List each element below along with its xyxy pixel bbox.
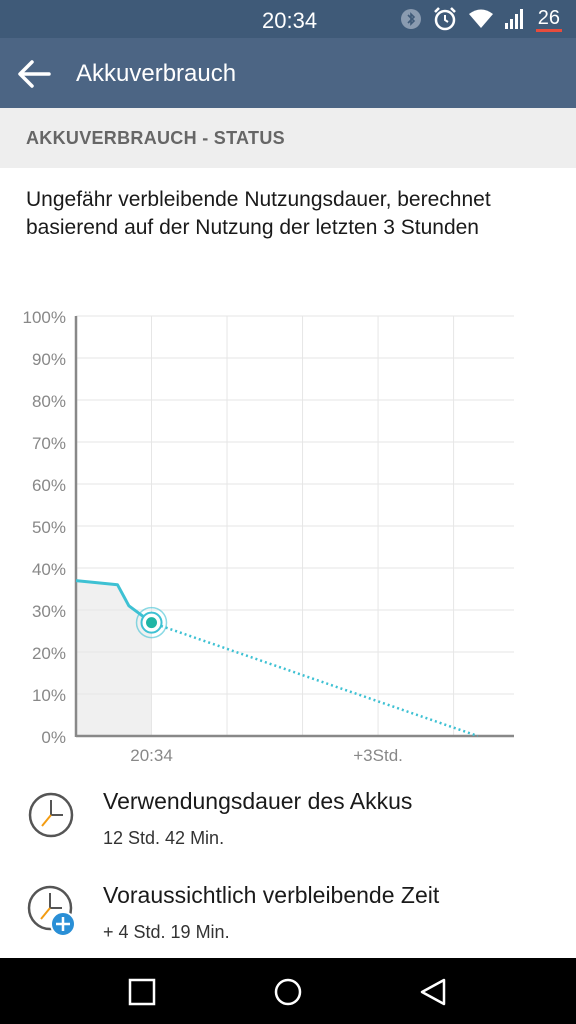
past-usage-area [76, 580, 152, 736]
battery-chart: 100% 90% 80% 70% 60% 50% 40% 30% 20% 10% 0% 20:34 +3… [0, 300, 576, 770]
arrow-left-icon [18, 60, 51, 88]
back-nav-button[interactable] [415, 974, 451, 1010]
app-bar: Akkuverbrauch [0, 38, 576, 108]
section-header: AKKUVERBRAUCH - STATUS [0, 108, 576, 168]
triangle-back-icon [420, 978, 446, 1006]
y-tick-label: 0% [41, 728, 66, 747]
x-tick-label: +3Std. [353, 746, 403, 765]
square-icon [128, 978, 156, 1006]
navigation-bar [0, 958, 576, 1024]
status-time: 20:34 [262, 8, 318, 33]
status-icons: 26 [400, 4, 562, 34]
y-tick-label: 80% [32, 392, 66, 411]
usage-duration-title: Verwendungsdauer des Akkus [103, 788, 413, 814]
y-tick-label: 20% [32, 644, 66, 663]
remaining-time-title: Voraussichtlich verbleibende Zeit [103, 882, 440, 908]
current-marker-ring-outer [135, 606, 168, 639]
usage-duration-value: 12 Std. 42 Min. [103, 828, 225, 848]
y-tick-label: 50% [32, 518, 66, 537]
signal-icon [504, 8, 526, 30]
current-marker-dot [146, 617, 158, 629]
clock-icon [26, 790, 76, 840]
alarm-icon [432, 6, 458, 32]
y-tick-label: 100% [23, 308, 66, 327]
recents-button[interactable] [124, 974, 160, 1010]
circle-icon [274, 978, 302, 1006]
wifi-icon [468, 8, 494, 30]
status-bar: 20:34 26 [0, 0, 576, 38]
clock-plus-icon [26, 884, 76, 937]
remaining-time-value: + 4 Std. 19 Min. [103, 922, 230, 942]
y-tick-label: 60% [32, 476, 66, 495]
page-title: Akkuverbrauch [76, 60, 237, 87]
projected-usage-line [151, 621, 479, 738]
y-tick-label: 40% [32, 560, 66, 579]
remaining-time-row: Voraussichtlich verbleibende Zeit + 4 St… [0, 882, 576, 972]
battery-icon: 26 [535, 7, 562, 32]
y-tick-label: 90% [32, 350, 66, 369]
usage-description: Ungefähr verbleibende Nutzungsdauer, ber… [26, 188, 491, 239]
x-tick-label: 20:34 [130, 746, 173, 765]
home-button[interactable] [270, 974, 306, 1010]
y-tick-label: 70% [32, 434, 66, 453]
y-tick-label: 10% [32, 686, 66, 705]
usage-duration-row: Verwendungsdauer des Akkus 12 Std. 42 Mi… [0, 788, 576, 878]
section-header-label: AKKUVERBRAUCH - STATUS [26, 128, 285, 148]
y-tick-label: 30% [32, 602, 66, 621]
bluetooth-icon [400, 8, 422, 30]
battery-chart-svg: 100% 90% 80% 70% 60% 50% 40% 30% 20% 10% 0% 20:34 +3… [23, 308, 514, 765]
back-button[interactable] [14, 54, 54, 94]
